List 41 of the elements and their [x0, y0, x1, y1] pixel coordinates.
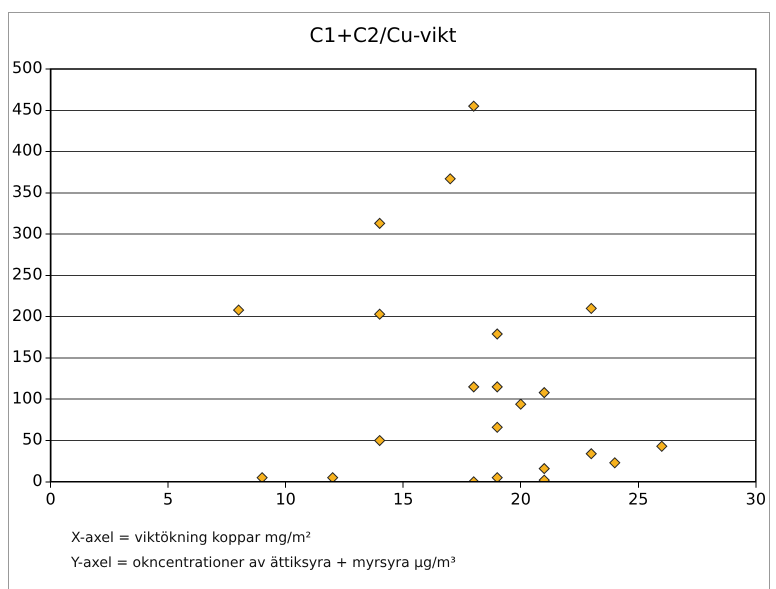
y-tick-label: 400 — [12, 140, 43, 160]
y-tick-label: 50 — [22, 430, 43, 449]
point — [538, 463, 550, 474]
point — [492, 328, 503, 340]
y-tick-label: 0 — [32, 470, 43, 490]
text: Y-axel = okncentrationer av ättiksyra + myrsyra µg/m³ — [71, 554, 456, 573]
point — [327, 472, 338, 482]
point — [492, 472, 503, 482]
point — [515, 398, 526, 410]
point — [492, 422, 503, 433]
point — [538, 387, 550, 398]
x-tick-label: 25 — [628, 490, 648, 509]
point — [468, 100, 480, 112]
chart-title: C1+C2/Cu-vikt — [309, 23, 457, 48]
point — [374, 218, 386, 229]
x-tick-label: 30 — [746, 490, 766, 509]
y-tick-label: 450 — [12, 99, 43, 118]
x-tick-label: 5 — [162, 490, 174, 509]
point — [656, 440, 668, 452]
point — [492, 381, 503, 392]
point — [609, 457, 620, 468]
y-tick-label: 500 — [12, 58, 43, 78]
x-tick-label: 0 — [45, 490, 56, 509]
point — [256, 472, 268, 482]
point — [374, 308, 386, 320]
y-tick-label: 300 — [12, 223, 43, 242]
y-tick-label: 100 — [12, 388, 43, 408]
x-tick-label: 10 — [275, 490, 296, 509]
text: X-axel = viktökning koppar mg/m² — [71, 529, 312, 548]
x-tick-label: 20 — [510, 490, 531, 509]
x-tick-label: 15 — [393, 490, 414, 509]
y-tick-label: 250 — [12, 264, 43, 284]
y-tick-label: 150 — [12, 347, 43, 366]
y-tick-label: 350 — [12, 182, 43, 201]
y-tick-label: 200 — [12, 306, 43, 325]
point — [233, 304, 244, 316]
point — [586, 302, 597, 314]
point — [374, 435, 386, 446]
point — [468, 381, 480, 392]
point — [586, 448, 597, 460]
point — [444, 173, 456, 184]
